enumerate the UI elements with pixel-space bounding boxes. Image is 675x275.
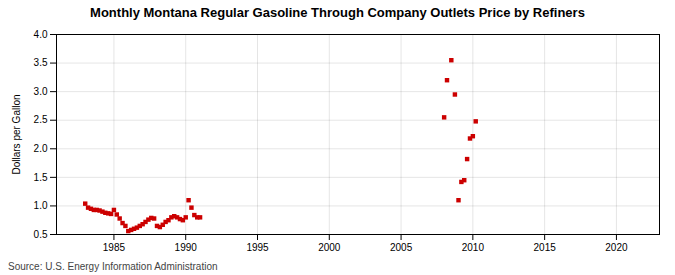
svg-text:1.0: 1.0 bbox=[34, 200, 48, 211]
svg-text:1985: 1985 bbox=[103, 242, 126, 253]
svg-text:4.0: 4.0 bbox=[34, 29, 48, 40]
html-text:Source: U.S. Energy Informatio: Source: U.S. Energy Information Administ… bbox=[8, 261, 218, 272]
html-text:Monthly Montana Regular Gasoli: Monthly Montana Regular Gasoline Through… bbox=[90, 5, 585, 20]
svg-text:3.5: 3.5 bbox=[34, 57, 48, 68]
svg-text:2020: 2020 bbox=[605, 242, 628, 253]
svg-text:3.0: 3.0 bbox=[34, 86, 48, 97]
svg-text:2010: 2010 bbox=[462, 242, 485, 253]
svg-text:1.5: 1.5 bbox=[34, 172, 48, 183]
svg-text:2.0: 2.0 bbox=[34, 143, 48, 154]
svg-text:2.5: 2.5 bbox=[34, 114, 48, 125]
svg-text:1990: 1990 bbox=[175, 242, 198, 253]
svg-text:1995: 1995 bbox=[246, 242, 269, 253]
svg-text:2000: 2000 bbox=[318, 242, 341, 253]
svg-text:2015: 2015 bbox=[534, 242, 557, 253]
svg-text:2005: 2005 bbox=[390, 242, 413, 253]
svg-text:Dollars per Gallon: Dollars per Gallon bbox=[11, 94, 22, 174]
svg-text:0.5: 0.5 bbox=[34, 229, 48, 240]
